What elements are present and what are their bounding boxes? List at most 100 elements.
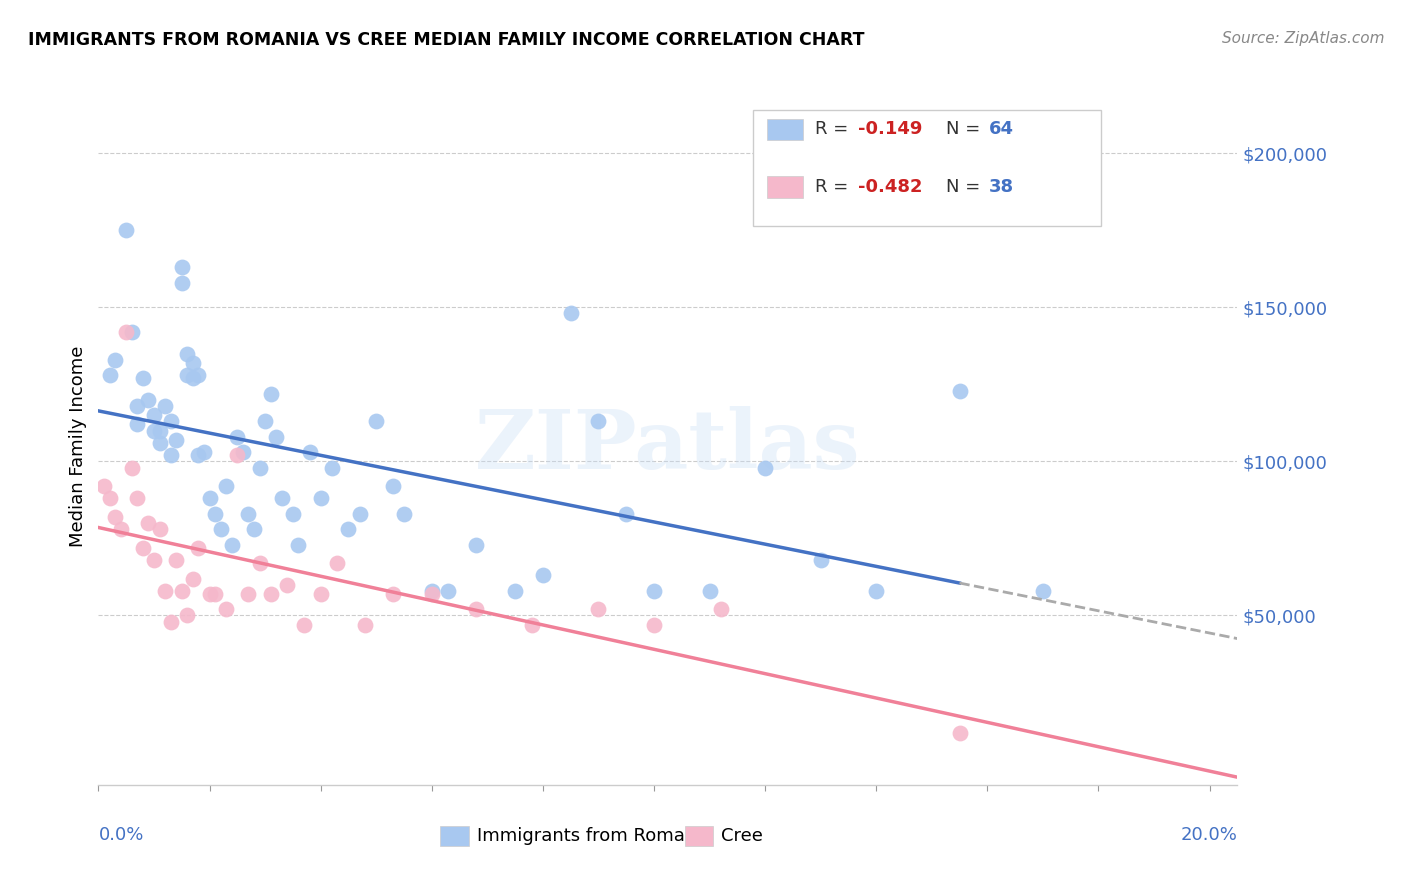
Point xyxy=(104,352,127,367)
Point xyxy=(153,583,176,598)
Point xyxy=(238,587,260,601)
FancyBboxPatch shape xyxy=(754,111,1101,226)
Point xyxy=(643,617,665,632)
Point xyxy=(159,414,181,428)
Point xyxy=(115,223,138,237)
Point xyxy=(259,587,281,601)
Point xyxy=(143,553,166,567)
Point xyxy=(132,371,155,385)
Point xyxy=(104,509,127,524)
Point xyxy=(170,583,193,598)
Point xyxy=(226,448,249,462)
Point xyxy=(254,414,277,428)
Point xyxy=(948,725,970,739)
Point xyxy=(699,583,721,598)
Text: R =: R = xyxy=(814,178,853,196)
Point xyxy=(165,433,187,447)
Point xyxy=(148,522,170,536)
Point xyxy=(1032,583,1054,598)
Point xyxy=(148,424,170,438)
Point xyxy=(337,522,360,536)
Text: R =: R = xyxy=(814,120,853,138)
Point xyxy=(187,368,209,383)
Point xyxy=(420,587,443,601)
Point xyxy=(588,602,610,616)
Point xyxy=(121,460,143,475)
FancyBboxPatch shape xyxy=(766,177,803,198)
Text: N =: N = xyxy=(946,120,986,138)
Point xyxy=(221,538,243,552)
Point xyxy=(249,460,271,475)
Point xyxy=(176,346,198,360)
Point xyxy=(349,507,371,521)
Point xyxy=(865,583,887,598)
Point xyxy=(153,399,176,413)
Point xyxy=(232,445,254,459)
Point xyxy=(754,460,776,475)
Point xyxy=(127,417,149,432)
Point xyxy=(238,507,260,521)
Point xyxy=(259,386,281,401)
Point xyxy=(420,583,443,598)
Point xyxy=(132,541,155,555)
Point xyxy=(309,491,332,506)
Point xyxy=(187,448,209,462)
Text: Immigrants from Romania: Immigrants from Romania xyxy=(477,827,711,845)
Point xyxy=(204,587,226,601)
Point xyxy=(948,384,970,398)
Point xyxy=(121,325,143,339)
Point xyxy=(503,583,526,598)
Point xyxy=(309,587,332,601)
Point xyxy=(198,491,221,506)
Point xyxy=(115,325,138,339)
Point xyxy=(170,260,193,275)
Point xyxy=(159,448,181,462)
Point xyxy=(249,556,271,570)
Point xyxy=(170,276,193,290)
Point xyxy=(226,430,249,444)
Point xyxy=(243,522,266,536)
Y-axis label: Median Family Income: Median Family Income xyxy=(69,345,87,547)
Point xyxy=(110,522,132,536)
Point xyxy=(276,577,298,591)
Point xyxy=(93,479,115,493)
Point xyxy=(159,615,181,629)
Point xyxy=(215,479,238,493)
Point xyxy=(392,507,415,521)
Point xyxy=(381,587,404,601)
Text: 20.0%: 20.0% xyxy=(1181,826,1237,844)
Point xyxy=(181,572,204,586)
Point xyxy=(321,460,343,475)
Point xyxy=(98,491,121,506)
Point xyxy=(143,424,166,438)
Point xyxy=(560,306,582,320)
Point xyxy=(138,392,160,407)
Point xyxy=(588,414,610,428)
Point xyxy=(710,602,733,616)
Text: 0.0%: 0.0% xyxy=(98,826,143,844)
Text: 38: 38 xyxy=(988,178,1014,196)
FancyBboxPatch shape xyxy=(685,826,713,846)
FancyBboxPatch shape xyxy=(440,826,468,846)
Point xyxy=(465,602,488,616)
Text: IMMIGRANTS FROM ROMANIA VS CREE MEDIAN FAMILY INCOME CORRELATION CHART: IMMIGRANTS FROM ROMANIA VS CREE MEDIAN F… xyxy=(28,31,865,49)
Point xyxy=(127,491,149,506)
Point xyxy=(264,430,287,444)
Point xyxy=(810,553,832,567)
Point xyxy=(366,414,388,428)
Point xyxy=(465,538,488,552)
Point xyxy=(326,556,349,570)
Text: 64: 64 xyxy=(988,120,1014,138)
Point xyxy=(127,399,149,413)
Point xyxy=(98,368,121,383)
Point xyxy=(138,516,160,530)
Point xyxy=(176,368,198,383)
Point xyxy=(176,608,198,623)
Point xyxy=(381,479,404,493)
Point xyxy=(643,583,665,598)
Point xyxy=(204,507,226,521)
Point xyxy=(165,553,187,567)
Point xyxy=(287,538,309,552)
Point xyxy=(354,617,377,632)
Point xyxy=(209,522,232,536)
